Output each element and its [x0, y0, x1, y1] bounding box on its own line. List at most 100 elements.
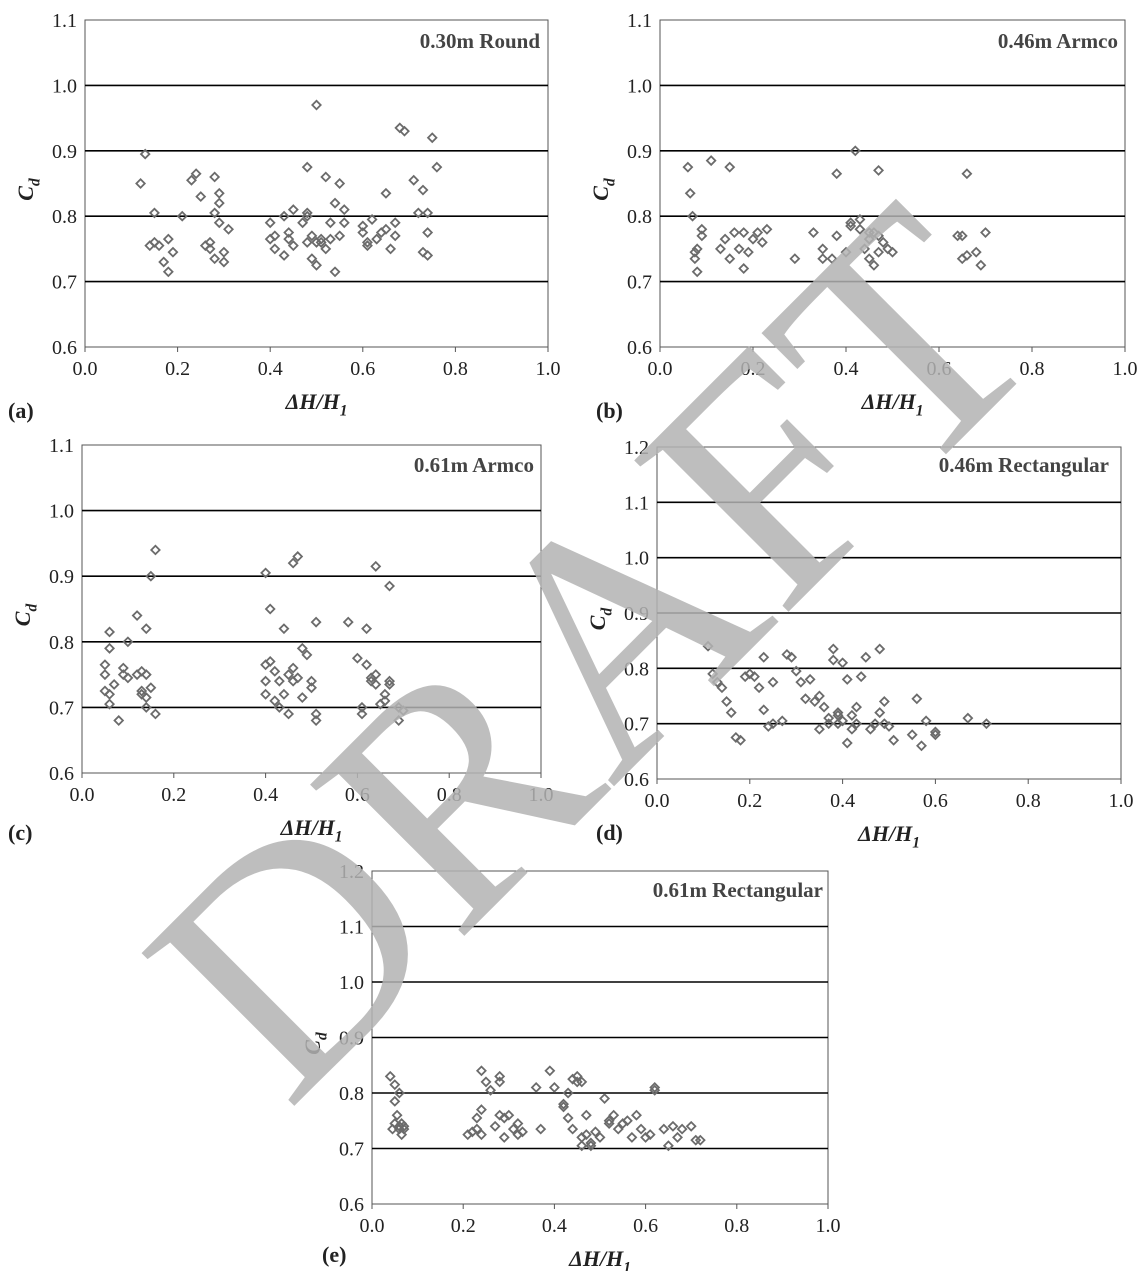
data-point — [877, 236, 889, 248]
data-point — [580, 1109, 592, 1121]
data-point — [535, 1123, 547, 1135]
x-tick-label: 0.0 — [73, 358, 98, 380]
data-point — [162, 266, 174, 278]
data-point — [716, 682, 728, 694]
panel-label: (a) — [8, 398, 34, 423]
data-point — [846, 709, 858, 721]
data-point — [735, 734, 746, 746]
data-point — [145, 682, 157, 694]
data-point — [980, 718, 992, 730]
data-point — [264, 656, 276, 667]
data-point — [315, 233, 327, 245]
data-point — [135, 178, 147, 189]
data-point — [589, 1126, 601, 1138]
y-tick-label: 0.8 — [627, 206, 652, 228]
data-point — [213, 187, 225, 199]
x-tick-label: 1.0 — [536, 358, 561, 380]
y-tick-label: 1.1 — [627, 10, 652, 32]
data-point — [306, 682, 317, 694]
data-point — [878, 696, 890, 708]
data-point — [471, 1123, 483, 1135]
x-axis-label: ΔH/H1 — [285, 389, 348, 420]
data-point — [840, 246, 852, 258]
data-point — [204, 236, 216, 248]
y-tick-label: 0.8 — [339, 1083, 364, 1105]
data-point — [269, 695, 281, 707]
chart-panel-2: 0.6 0.7 0.8 0.9 1.0 1.1 0.0 0.2 0.4 0.6 0.8 1.0 0.46… — [588, 10, 1138, 423]
data-point — [287, 204, 299, 216]
data-point — [357, 220, 369, 232]
data-point — [379, 688, 391, 700]
x-tick-label: 0.8 — [1016, 790, 1041, 812]
data-point — [398, 1120, 410, 1132]
y-tick-label: 1.2 — [339, 861, 364, 883]
chart-title: 0.46m Armco — [998, 29, 1118, 53]
data-point — [186, 174, 197, 186]
data-point — [599, 1093, 611, 1105]
data-point — [494, 1070, 506, 1082]
data-point — [301, 207, 313, 219]
x-axis-label: ΔH/H1 — [280, 815, 343, 846]
data-point — [475, 1104, 487, 1116]
x-tick-label: 0.6 — [345, 784, 370, 806]
data-point — [140, 623, 152, 635]
data-point — [827, 654, 839, 666]
x-tick-label: 1.0 — [1109, 790, 1134, 812]
panel-label: (d) — [596, 820, 623, 845]
data-point — [384, 1070, 396, 1082]
data-point — [391, 1109, 403, 1121]
data-point — [398, 125, 410, 137]
data-point — [320, 243, 332, 255]
data-point — [809, 696, 821, 708]
data-point — [149, 544, 161, 556]
x-tick-label: 0.4 — [258, 358, 283, 380]
data-point — [823, 712, 835, 724]
data-point — [99, 685, 111, 697]
data-point — [122, 672, 134, 684]
data-point — [361, 623, 373, 635]
data-point — [306, 230, 318, 242]
data-point — [851, 701, 862, 713]
data-point — [724, 161, 736, 173]
data-point — [408, 174, 420, 186]
data-point — [956, 230, 968, 242]
data-point — [158, 256, 170, 268]
y-tick-label: 1.0 — [49, 501, 74, 523]
y-tick-label: 0.7 — [52, 272, 77, 294]
data-point — [882, 243, 894, 255]
data-point — [887, 246, 898, 258]
data-point — [567, 1123, 579, 1135]
data-point — [431, 161, 443, 173]
data-point — [961, 249, 973, 261]
x-axis-label: ΔH/H1 — [861, 389, 924, 420]
data-point — [691, 243, 703, 255]
data-point — [301, 649, 313, 661]
data-point — [301, 236, 313, 248]
x-tick-label: 0.8 — [1020, 358, 1045, 380]
y-tick-label: 1.0 — [624, 548, 649, 570]
data-point — [140, 692, 152, 704]
plot-area-frame — [84, 19, 549, 348]
x-axis-label: ΔH/H1 — [568, 1246, 631, 1271]
data-point — [854, 223, 866, 235]
data-point — [361, 659, 373, 671]
data-point — [287, 557, 299, 569]
data-point — [823, 718, 835, 730]
y-tick-label: 0.8 — [52, 206, 77, 228]
data-point — [714, 243, 726, 255]
data-point — [104, 698, 116, 710]
data-point — [310, 616, 322, 628]
data-point — [384, 675, 396, 687]
data-point — [832, 707, 844, 719]
x-tick-label: 0.0 — [360, 1215, 385, 1237]
data-point — [489, 1120, 501, 1132]
data-point — [849, 145, 861, 157]
data-point — [662, 1140, 674, 1152]
data-point — [104, 642, 116, 654]
data-point — [136, 685, 148, 697]
data-point — [99, 659, 111, 671]
data-point — [851, 718, 862, 730]
data-point — [397, 705, 409, 717]
data-point — [631, 1109, 642, 1121]
data-point — [371, 233, 383, 245]
